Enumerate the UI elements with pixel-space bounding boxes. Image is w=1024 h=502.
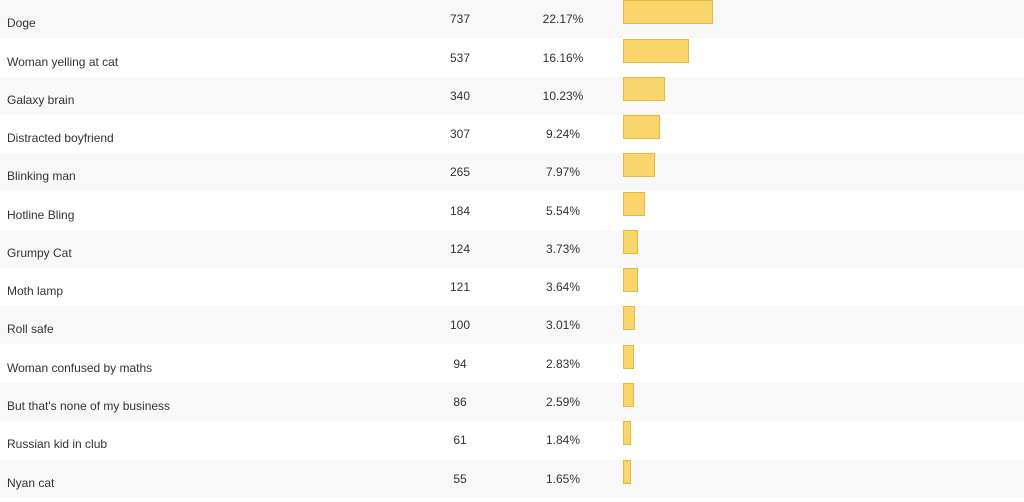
row-label: Blinking man: [7, 169, 76, 183]
row-label: Woman confused by maths: [7, 361, 153, 375]
bar-track: [623, 153, 1003, 191]
bar-track: [623, 421, 1003, 459]
row-count: 55: [453, 472, 467, 486]
table-row: Russian kid in club 61 1.84%: [0, 421, 1024, 459]
table-row: Galaxy brain 340 10.23%: [0, 77, 1024, 115]
table-row: Woman confused by maths 94 2.83%: [0, 345, 1024, 383]
bar: [623, 192, 645, 216]
table-row: But that's none of my business 86 2.59%: [0, 383, 1024, 421]
bar-track: [623, 115, 1003, 153]
bar-track: [623, 383, 1003, 421]
bar-track: [623, 230, 1003, 268]
row-percentage: 1.84%: [545, 433, 581, 447]
row-label: Doge: [7, 16, 36, 30]
row-percentage: 3.01%: [545, 318, 581, 332]
bar-track: [623, 39, 1003, 77]
bar: [623, 383, 634, 407]
bar-track: [623, 345, 1003, 383]
bar-track: [623, 306, 1003, 344]
row-count: 265: [449, 165, 471, 179]
row-label: Nyan cat: [7, 476, 55, 490]
bar: [623, 345, 634, 369]
table-row: Nyan cat 55 1.65%: [0, 460, 1024, 498]
table-row: Moth lamp 121 3.64%: [0, 268, 1024, 306]
row-count: 121: [449, 280, 471, 294]
bar: [623, 153, 655, 177]
row-count: 86: [453, 395, 467, 409]
row-percentage: 9.24%: [545, 127, 581, 141]
row-percentage: 5.54%: [545, 204, 581, 218]
bar: [623, 0, 713, 24]
bar: [623, 230, 638, 254]
row-label: Hotline Bling: [7, 208, 75, 222]
bar: [623, 39, 689, 63]
table-row: Doge 737 22.17%: [0, 0, 1024, 38]
row-count: 537: [449, 51, 471, 65]
bar-track: [623, 77, 1003, 115]
row-label: Distracted boyfriend: [7, 131, 114, 145]
row-percentage: 10.23%: [542, 89, 584, 103]
row-count: 100: [449, 318, 471, 332]
bar: [623, 460, 631, 484]
row-percentage: 22.17%: [542, 12, 584, 26]
bar: [623, 421, 631, 445]
row-label: Roll safe: [7, 322, 54, 336]
row-label: Russian kid in club: [7, 437, 108, 451]
row-label: Moth lamp: [7, 284, 64, 298]
row-label: Woman yelling at cat: [7, 55, 119, 69]
table-row: Woman yelling at cat 537 16.16%: [0, 39, 1024, 77]
table-row: Grumpy Cat 124 3.73%: [0, 230, 1024, 268]
row-percentage: 16.16%: [542, 51, 584, 65]
row-count: 94: [453, 357, 467, 371]
bar-track: [623, 0, 1003, 38]
row-count: 340: [449, 89, 471, 103]
row-count: 737: [449, 12, 471, 26]
bar: [623, 115, 660, 139]
row-label: Galaxy brain: [7, 93, 75, 107]
row-label: But that's none of my business: [7, 399, 171, 413]
row-label: Grumpy Cat: [7, 246, 72, 260]
row-percentage: 2.59%: [545, 395, 581, 409]
row-percentage: 1.65%: [545, 472, 581, 486]
bar: [623, 77, 665, 101]
table-row: Blinking man 265 7.97%: [0, 153, 1024, 191]
table-row: Distracted boyfriend 307 9.24%: [0, 115, 1024, 153]
bar: [623, 306, 635, 330]
bar-track: [623, 268, 1003, 306]
bar-track: [623, 460, 1003, 498]
row-count: 184: [449, 204, 471, 218]
bar: [623, 268, 638, 292]
table-row: Hotline Bling 184 5.54%: [0, 192, 1024, 230]
row-percentage: 2.83%: [545, 357, 581, 371]
table-row: Roll safe 100 3.01%: [0, 306, 1024, 344]
row-count: 61: [453, 433, 467, 447]
row-percentage: 3.73%: [545, 242, 581, 256]
row-percentage: 7.97%: [545, 165, 581, 179]
row-percentage: 3.64%: [545, 280, 581, 294]
row-count: 307: [449, 127, 471, 141]
bar-track: [623, 192, 1003, 230]
row-count: 124: [449, 242, 471, 256]
